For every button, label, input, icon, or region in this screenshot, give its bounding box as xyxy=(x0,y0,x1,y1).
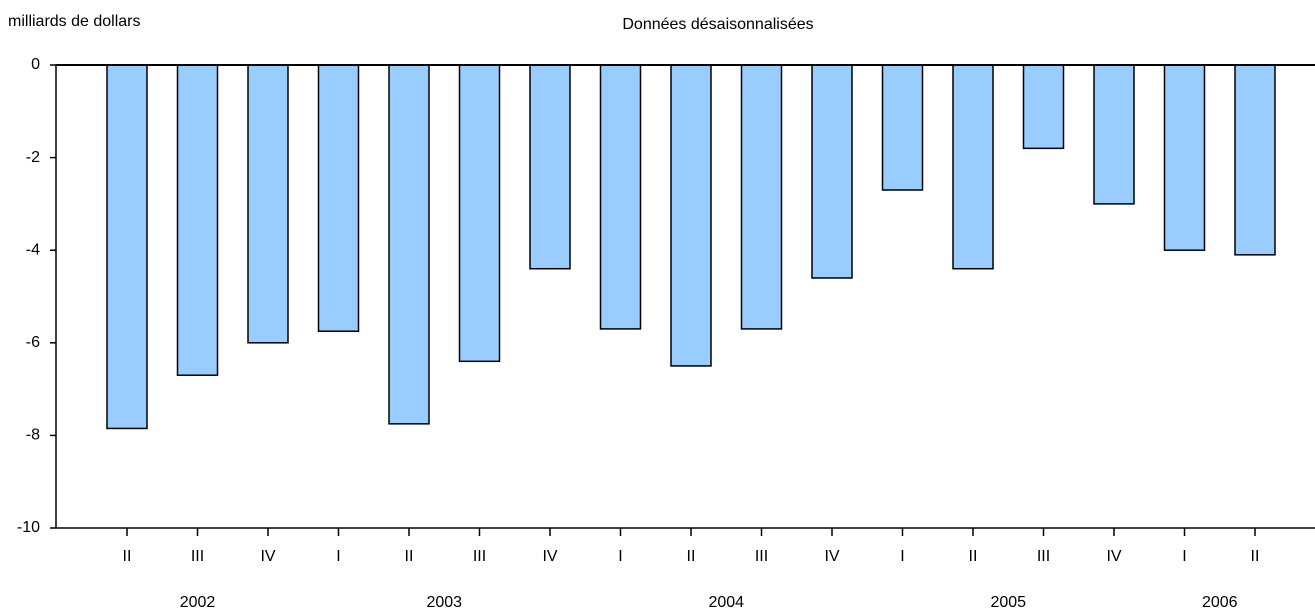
group-label: 2002 xyxy=(180,594,216,611)
y-axis-label: milliards de dollars xyxy=(8,13,141,30)
x-tick-label: IV xyxy=(260,548,275,565)
bar xyxy=(1093,64,1135,205)
y-tick-label: -8 xyxy=(26,427,40,444)
x-tick-label: I xyxy=(336,548,340,565)
bar xyxy=(247,64,289,344)
bar xyxy=(529,64,571,270)
y-tick-label: -2 xyxy=(26,149,40,166)
x-tick-label: II xyxy=(123,548,132,565)
bar xyxy=(388,64,430,425)
x-tick-label: I xyxy=(618,548,622,565)
group-label: 2005 xyxy=(990,594,1026,611)
bar xyxy=(811,64,853,279)
x-tick-label: I xyxy=(1182,548,1186,565)
group-label: 2006 xyxy=(1202,594,1238,611)
x-tick-label: IV xyxy=(542,548,557,565)
x-tick-label: III xyxy=(755,548,768,565)
y-tick-label: -10 xyxy=(17,519,40,536)
bar xyxy=(176,64,219,376)
x-tick-label: II xyxy=(405,548,414,565)
x-tick-label: IV xyxy=(1106,548,1121,565)
bar xyxy=(458,64,501,363)
bar xyxy=(1022,64,1065,150)
x-tick-label: II xyxy=(1251,548,1260,565)
bar xyxy=(1163,64,1206,251)
group-label: 2004 xyxy=(708,594,744,611)
bar xyxy=(952,64,994,270)
chart-title: Données désaisonnalisées xyxy=(622,16,813,33)
x-tick-label: II xyxy=(969,548,978,565)
y-tick-label: 0 xyxy=(31,56,40,73)
y-tick-label: -6 xyxy=(26,334,40,351)
bar xyxy=(740,64,783,330)
x-tick-label: IV xyxy=(824,548,839,565)
bar xyxy=(670,64,712,367)
group-label: 2003 xyxy=(426,594,462,611)
bar xyxy=(106,64,148,430)
x-tick-label: II xyxy=(687,548,696,565)
bar xyxy=(1234,64,1276,256)
x-tick-label: III xyxy=(191,548,204,565)
x-tick-label: III xyxy=(473,548,486,565)
bar xyxy=(881,64,924,191)
bar xyxy=(599,64,642,330)
x-tick-label: III xyxy=(1037,548,1050,565)
y-tick-label: -4 xyxy=(26,241,40,258)
x-tick-label: I xyxy=(900,548,904,565)
bar xyxy=(317,64,360,332)
